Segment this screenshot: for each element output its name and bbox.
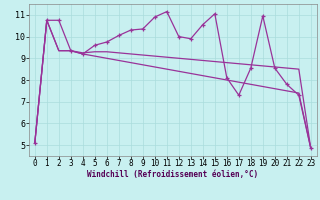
X-axis label: Windchill (Refroidissement éolien,°C): Windchill (Refroidissement éolien,°C) bbox=[87, 170, 258, 179]
